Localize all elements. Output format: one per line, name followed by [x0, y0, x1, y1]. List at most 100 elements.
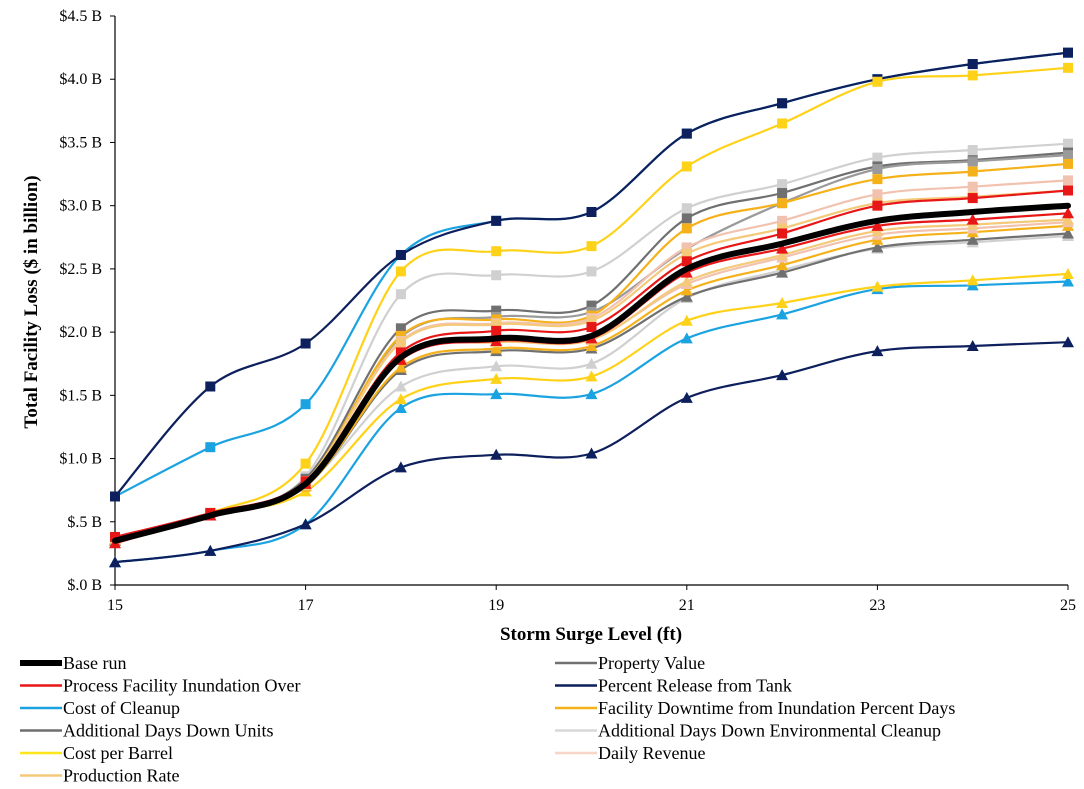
x-axis-title: Storm Surge Level (ft): [500, 624, 682, 645]
legend-item: Facility Downtime from Inundation Percen…: [555, 698, 955, 718]
data-point-square: [491, 325, 502, 336]
series-base-run: [112, 202, 1071, 544]
data-point-square: [395, 347, 406, 358]
data-point-square: [1063, 138, 1073, 149]
data-point-triangle: [585, 340, 598, 352]
series-line: [113, 232, 1070, 542]
data-point-square: [967, 181, 978, 192]
data-point-triangle: [1062, 213, 1074, 225]
data-point-triangle: [394, 393, 407, 405]
data-point-square: [967, 193, 978, 204]
data-point-square: [586, 206, 597, 217]
data-point-triangle: [490, 448, 503, 460]
data-point-square: [586, 315, 597, 326]
data-point-triangle: [966, 340, 979, 352]
legend-item: Daily Revenue: [555, 743, 705, 763]
data-point-square: [967, 70, 978, 81]
data-point-square: [1063, 158, 1073, 169]
data-point-triangle: [871, 241, 884, 253]
data-point-square: [777, 188, 788, 199]
data-point-square: [777, 179, 788, 190]
series-line: [113, 51, 1070, 498]
data-point-square: [777, 223, 788, 234]
data-point-square: [872, 152, 883, 163]
legend-item: Process Facility Inundation Over: [20, 676, 300, 696]
y-tick-label: $2.0 B: [59, 324, 102, 341]
data-point-square: [395, 337, 406, 348]
y-tick-label: $4.5 B: [59, 8, 102, 25]
data-point-square: [967, 59, 978, 70]
data-point-triangle: [871, 280, 884, 292]
data-point-triangle: [776, 248, 789, 260]
data-point-square: [967, 166, 978, 177]
data-point-square: [1063, 175, 1073, 186]
data-point-square: [967, 156, 978, 167]
data-point-triangle: [394, 380, 407, 392]
data-point-triangle: [776, 242, 789, 254]
legend-item: Cost per Barrel: [20, 743, 173, 763]
data-point-triangle: [776, 297, 789, 309]
data-point-triangle: [680, 284, 693, 296]
data-point-square: [681, 256, 692, 267]
data-point-square: [681, 242, 692, 253]
series-line: [113, 66, 1070, 541]
legend-label: Facility Downtime from Inundation Percen…: [598, 698, 955, 718]
data-point-square: [777, 98, 788, 109]
chart-axes: $.0 B $.5 B $1.0 B $1.5 B $2.0 B $2.5 B $3.0 B…: [59, 8, 1076, 614]
data-point-square: [110, 531, 120, 542]
legend-label: Daily Revenue: [598, 743, 705, 763]
legend-label: Additional Days Down Environmental Clean…: [598, 721, 941, 741]
data-point-square: [777, 228, 788, 239]
data-point-square: [395, 266, 406, 277]
data-point-triangle: [299, 518, 312, 530]
x-tick-label: 25: [1060, 597, 1076, 614]
data-point-triangle: [680, 275, 693, 287]
series-line: [113, 272, 1070, 541]
data-point-square: [1063, 150, 1073, 161]
data-point-triangle: [585, 370, 598, 382]
data-point-square: [1063, 185, 1073, 196]
data-point-triangle: [1062, 275, 1074, 287]
data-point-triangle: [1062, 207, 1074, 219]
x-tick-label: 19: [488, 597, 504, 614]
data-point-square: [681, 223, 692, 234]
series-percent-release-from-tank: [110, 47, 1073, 502]
series-line: [112, 202, 1071, 544]
data-point-triangle: [871, 345, 884, 357]
legend-label: Cost per Barrel: [63, 743, 173, 763]
legend-label: Cost of Cleanup: [63, 698, 180, 718]
data-point-triangle: [394, 461, 407, 473]
legend-label: Additional Days Down Units: [63, 721, 274, 741]
data-point-triangle: [966, 233, 979, 245]
data-point-triangle: [680, 391, 693, 403]
data-point-square: [395, 289, 406, 300]
data-point-square: [586, 322, 597, 333]
data-point-square: [872, 174, 883, 185]
data-point-triangle: [109, 556, 121, 568]
y-tick-label: $1.0 B: [59, 451, 102, 468]
chart-legend: Base run Process Facility Inundation Over…: [20, 653, 955, 786]
data-point-square: [681, 248, 692, 259]
data-point-triangle: [871, 219, 884, 231]
data-point-square: [300, 399, 311, 410]
data-point-square: [681, 213, 692, 224]
data-point-triangle: [966, 213, 979, 225]
x-tick-label: 21: [679, 597, 695, 614]
series-percent-release-from-tank: [109, 336, 1074, 568]
data-point-square: [777, 118, 788, 129]
legend-item: Additional Days Down Environmental Clean…: [555, 721, 941, 741]
y-axis-title: Total Facility Loss ($ in billion): [21, 175, 42, 428]
data-point-square: [872, 189, 883, 200]
y-tick-label: $4.0 B: [59, 71, 102, 88]
x-tick-label: 23: [869, 597, 885, 614]
data-point-square: [777, 198, 788, 209]
legend-item: Cost of Cleanup: [20, 698, 180, 718]
data-point-square: [1063, 62, 1073, 73]
data-point-square: [395, 323, 406, 334]
data-point-square: [872, 163, 883, 174]
legend-item: Percent Release from Tank: [555, 676, 792, 696]
legend-item: Additional Days Down Units: [20, 721, 274, 741]
y-tick-label: $1.5 B: [59, 387, 102, 404]
data-point-triangle: [680, 332, 693, 344]
series-layer: [109, 47, 1074, 568]
